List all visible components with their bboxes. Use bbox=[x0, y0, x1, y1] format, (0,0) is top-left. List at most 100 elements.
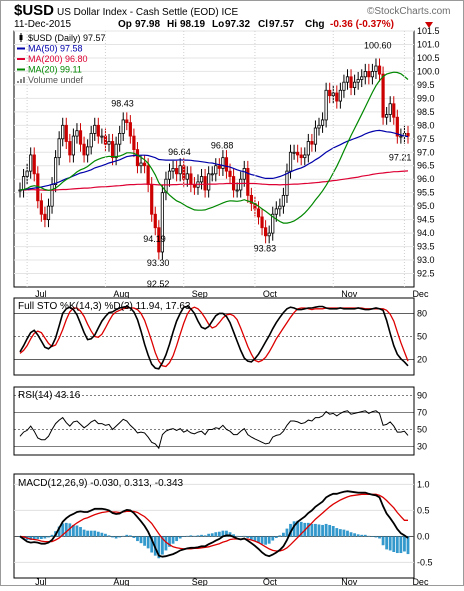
stochastic-title-text: Full STO %K(14,3) %D(3) 11.94, 17.63 bbox=[18, 301, 191, 312]
macd-histogram-bar bbox=[346, 530, 349, 537]
macd-histogram-bar bbox=[246, 536, 250, 538]
price-y-tick: 93.0 bbox=[417, 255, 435, 265]
price-candle bbox=[203, 176, 207, 191]
price-candle bbox=[68, 141, 72, 156]
price-candle bbox=[224, 157, 229, 172]
price-candle bbox=[367, 71, 371, 78]
macd-histogram-bar bbox=[118, 536, 122, 538]
price-candle bbox=[310, 141, 314, 145]
macd-histogram-bar bbox=[200, 534, 203, 537]
macd-histogram-bar bbox=[225, 530, 228, 537]
candle-icon-body bbox=[19, 35, 23, 40]
price-candle bbox=[392, 103, 396, 118]
macd-histogram-bar bbox=[403, 536, 406, 552]
macd-histogram-bar bbox=[399, 536, 403, 554]
price-y-tick: 99.5 bbox=[417, 80, 435, 90]
price-candle bbox=[246, 168, 250, 196]
macd-histogram-bar bbox=[267, 536, 271, 544]
price-candle bbox=[242, 168, 246, 180]
down-arrow-icon bbox=[425, 22, 433, 28]
macd-gridlines bbox=[14, 483, 414, 563]
price-candle bbox=[363, 71, 367, 78]
macd-histogram-bar bbox=[182, 536, 186, 537]
price-candle bbox=[214, 165, 218, 175]
price-candle bbox=[100, 135, 104, 138]
price-y-tick: 101.0 bbox=[417, 39, 440, 49]
rsi-y-tick: 50 bbox=[417, 425, 427, 435]
price-candle bbox=[185, 173, 189, 180]
price-candle bbox=[32, 154, 36, 175]
price-candle bbox=[374, 65, 378, 72]
macd-title: MACD(12,26,9) -0.030, 0.313, -0.343 bbox=[18, 478, 184, 489]
rsi-panel bbox=[13, 386, 415, 456]
macd-y-axis: 1.0 0.5 0.0 -0.5 bbox=[417, 479, 433, 567]
macd-histogram-bar bbox=[39, 536, 43, 539]
price-candle bbox=[299, 154, 303, 159]
macd-histogram-bar bbox=[314, 523, 317, 537]
stochastic-gridlines bbox=[14, 313, 414, 360]
symbol-label: $USD bbox=[14, 2, 54, 19]
volume-bars-icon bbox=[17, 81, 19, 83]
macd-histogram-bar bbox=[310, 523, 314, 537]
price-candle bbox=[271, 213, 275, 234]
stochastic-title: Full STO %K(14,3) %D(3) 11.94, 17.63 bbox=[18, 301, 191, 312]
price-candle bbox=[267, 232, 271, 237]
macd-histogram-bar bbox=[203, 535, 207, 537]
price-annotation: 93.83 bbox=[254, 244, 277, 254]
price-candle bbox=[107, 141, 111, 145]
price-y-tick: 96.5 bbox=[417, 161, 435, 171]
rsi-y-tick: 90 bbox=[417, 391, 427, 401]
price-candle bbox=[381, 73, 385, 118]
price-candle bbox=[345, 76, 350, 83]
price-candle bbox=[175, 168, 179, 175]
legend-entry: MA(50) 97.58 bbox=[28, 44, 83, 54]
volume-bars-icon bbox=[23, 77, 25, 83]
price-candle bbox=[306, 141, 310, 156]
macd-histogram-bar bbox=[75, 525, 79, 537]
price-candle bbox=[89, 132, 93, 148]
price-candle bbox=[328, 89, 332, 97]
price-candle bbox=[320, 119, 325, 126]
macd-histogram-bar bbox=[111, 536, 114, 538]
price-candle bbox=[57, 138, 61, 159]
macd-histogram-bar bbox=[239, 536, 243, 537]
macd-histogram-bar bbox=[43, 536, 47, 539]
price-y-tick: 95.5 bbox=[417, 188, 435, 198]
price-candle bbox=[235, 189, 239, 192]
macd-histogram-bar bbox=[360, 534, 364, 537]
x-tick-label-bottom: Sep bbox=[192, 577, 208, 586]
macd-histogram-bar bbox=[232, 534, 235, 537]
macd-signal-line bbox=[19, 493, 408, 552]
macd-histogram-bar bbox=[353, 533, 357, 537]
macd-histogram-bar bbox=[79, 527, 82, 537]
price-candle bbox=[78, 130, 83, 145]
price-candle bbox=[135, 149, 140, 167]
price-candle bbox=[192, 184, 197, 188]
price-candle bbox=[146, 165, 150, 186]
macd-histogram-bar bbox=[71, 524, 75, 537]
macd-histogram-bar bbox=[378, 536, 381, 539]
macd-histogram-bar bbox=[150, 536, 154, 553]
price-candle bbox=[71, 135, 75, 156]
macd-histogram-bar bbox=[342, 529, 346, 537]
rsi-line bbox=[19, 410, 409, 450]
high-value: 98.19 bbox=[180, 19, 205, 30]
macd-histogram-bar bbox=[381, 536, 385, 546]
macd-histogram-bar bbox=[317, 524, 321, 537]
open-value: 97.98 bbox=[135, 19, 160, 30]
price-candle bbox=[385, 114, 389, 118]
price-candle bbox=[82, 143, 86, 156]
price-y-axis: 101.5 101.0 100.5 100.0 99.5 99.0 98.5 98.0 97.5… bbox=[417, 26, 440, 279]
legend-entry: Volume undef bbox=[28, 75, 84, 85]
price-candle bbox=[160, 192, 164, 253]
price-candle bbox=[360, 76, 364, 80]
rsi-gridlines bbox=[14, 395, 414, 447]
macd-histogram-bar bbox=[221, 530, 225, 537]
price-candle bbox=[86, 146, 90, 156]
price-candle bbox=[157, 227, 161, 253]
legend-entry: $USD (Daily) 97.57 bbox=[28, 33, 106, 43]
x-tick-label-bottom: Oct bbox=[263, 577, 278, 586]
price-candle bbox=[324, 89, 328, 121]
